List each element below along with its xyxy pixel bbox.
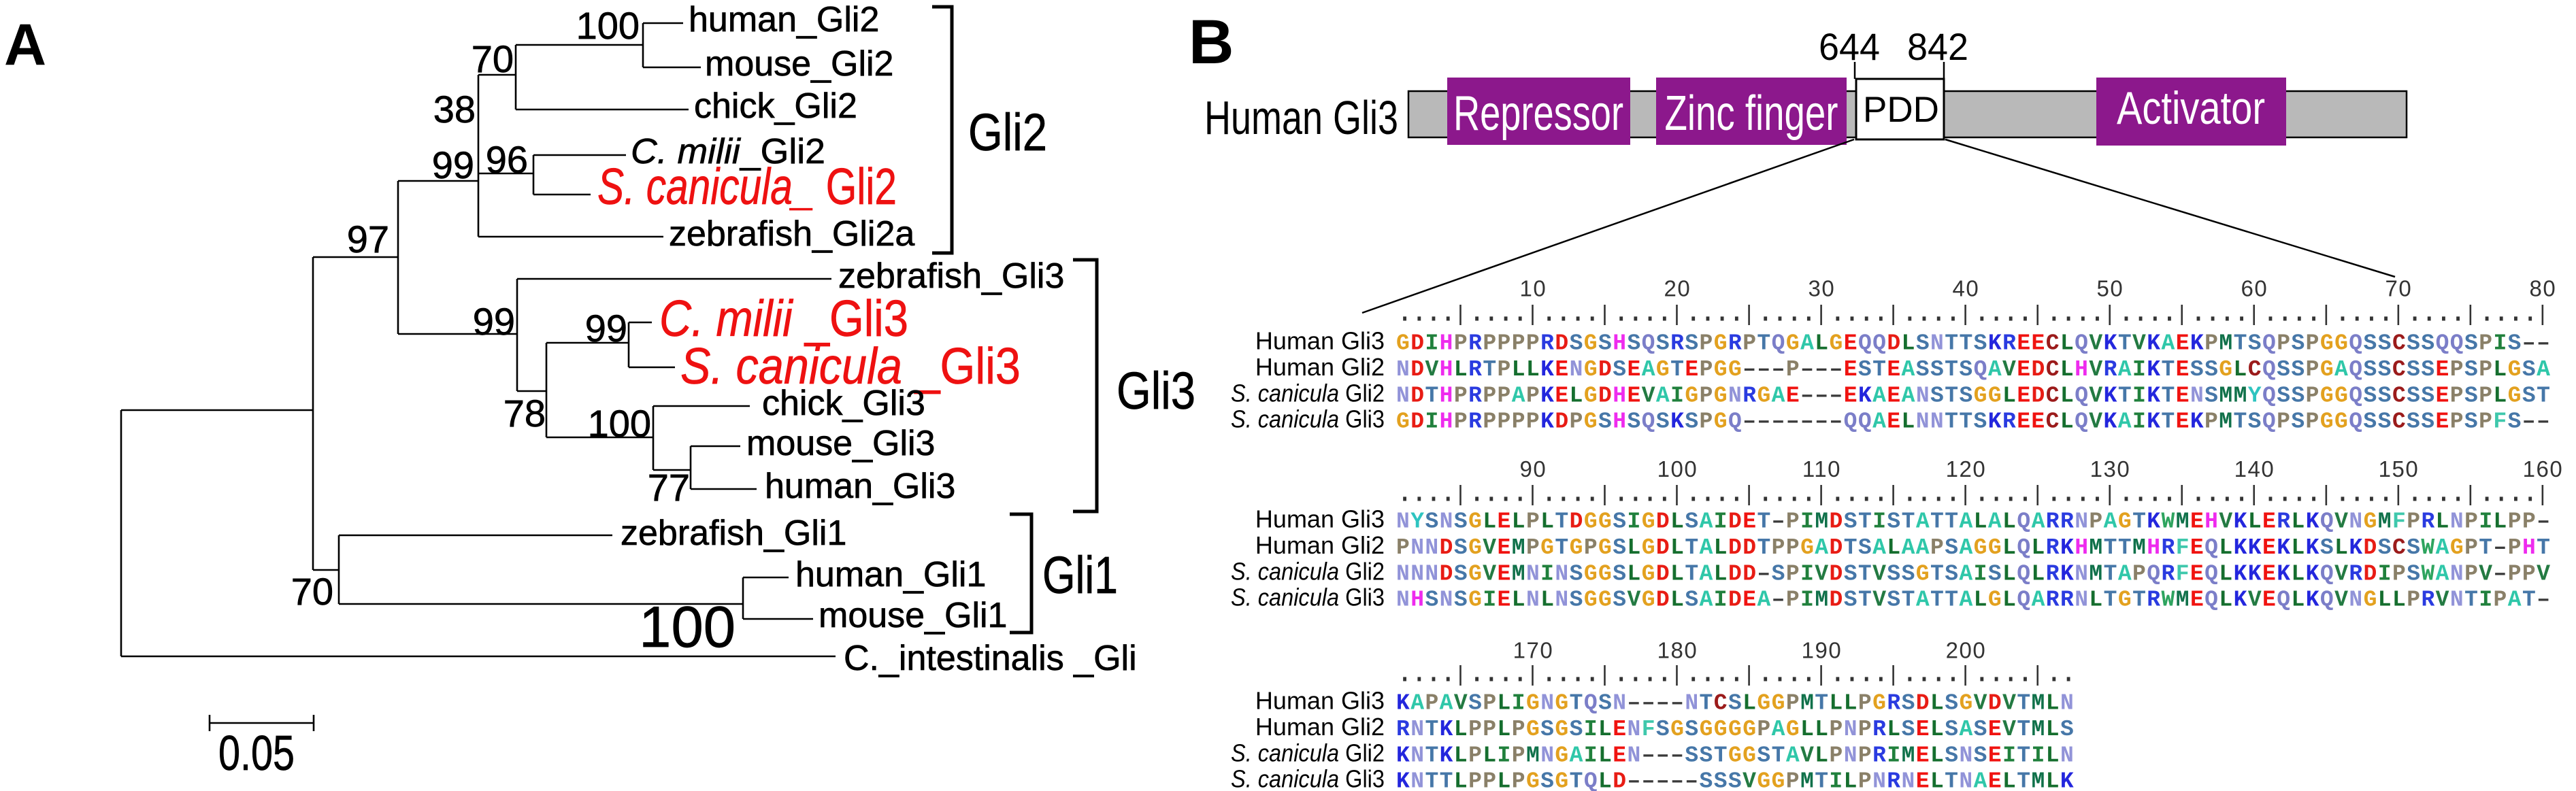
- svg-text:C. milii_Gli2: C. milii_Gli2: [631, 132, 825, 171]
- svg-text:Gli1: Gli1: [1042, 546, 1118, 605]
- svg-text:Human Gli2: Human Gli2: [1255, 531, 1385, 559]
- svg-text:S. canicula Gli2: S. canicula Gli2: [1231, 739, 1385, 767]
- svg-text:99: 99: [585, 307, 627, 350]
- svg-text:mouse_Gli1: mouse_Gli1: [819, 596, 1007, 635]
- svg-text:130: 130: [2090, 456, 2131, 482]
- svg-text:100: 100: [1657, 456, 1698, 482]
- svg-text:70: 70: [2385, 276, 2413, 301]
- svg-text:S. canicula Gli2: S. canicula Gli2: [1231, 557, 1385, 585]
- svg-text:80: 80: [2530, 276, 2557, 301]
- svg-text:NNNDSGVEMNINSGGSLGDLTALDD–SPIV: NNNDSGVEMNINSGGSLGDLTALDD–SPIVDSTVSSGTSA…: [1396, 561, 2551, 586]
- svg-text:Human Gli3: Human Gli3: [1204, 91, 1398, 144]
- svg-text:A: A: [4, 12, 46, 78]
- svg-text:140: 140: [2234, 456, 2275, 482]
- svg-text:Human Gli3: Human Gli3: [1255, 505, 1385, 533]
- svg-text:70: 70: [472, 37, 514, 80]
- svg-text:PDD: PDD: [1863, 90, 1939, 130]
- svg-text:190: 190: [1802, 638, 1843, 663]
- svg-text:20: 20: [1664, 276, 1691, 301]
- svg-text:mouse_Gli3: mouse_Gli3: [746, 424, 935, 463]
- svg-text:chick_Gli2: chick_Gli2: [694, 86, 857, 126]
- svg-text:10: 10: [1520, 276, 1547, 301]
- svg-text:NHSNSGIELNLNSGGSVGDLSAIDEA–PIM: NHSNSGIELNLNSGGSVGDLSAIDEA–PIMDSTVSTATTA…: [1396, 588, 2551, 613]
- svg-text:KNTKLPLIPMNGAILEN–––SSTGGSTAVL: KNTKLPLIPMNGAILEN–––SSTGGSTAVLPNPRIMELSN…: [1396, 743, 2075, 768]
- svg-text:60: 60: [2241, 276, 2268, 301]
- svg-text:Gli2: Gli2: [968, 103, 1047, 162]
- svg-text:RNTKLPPLPGSGSILENFSGSGGGGPAGLL: RNTKLPPLPGSGSILENFSGSGGGGPAGLLPNPRLSELSA…: [1396, 717, 2075, 742]
- svg-text:KAPAVSPLIGNGTQSN––––NTCSLGGPMT: KAPAVSPLIGNGTQSN––––NTCSLGGPMTLLPGRSDLSG…: [1396, 691, 2075, 716]
- svg-text:Human Gli3: Human Gli3: [1255, 327, 1385, 355]
- svg-text:chick_Gli3: chick_Gli3: [762, 384, 925, 423]
- svg-text:S. canicula_ Gli2: S. canicula_ Gli2: [597, 158, 897, 215]
- svg-text:110: 110: [1802, 456, 1841, 482]
- svg-text:S. canicula Gli3: S. canicula Gli3: [1231, 765, 1385, 791]
- svg-text:human_Gli1: human_Gli1: [795, 555, 986, 594]
- svg-text:38: 38: [433, 88, 476, 131]
- svg-text:180: 180: [1657, 638, 1698, 663]
- svg-text:zebrafish_Gli2a: zebrafish_Gli2a: [669, 214, 914, 254]
- svg-text:S. canicula Gli3: S. canicula Gli3: [1231, 584, 1385, 611]
- svg-text:100: 100: [576, 4, 640, 47]
- svg-text:zebrafish_Gli1: zebrafish_Gli1: [621, 514, 846, 553]
- svg-text:....|....|....|....|....|....|: ....|....|....|....|....|....|....|....|…: [1396, 658, 2075, 690]
- svg-text:S. canicula Gli3: S. canicula Gli3: [1231, 405, 1385, 433]
- svg-text:human_Gli2: human_Gli2: [689, 0, 879, 39]
- svg-text:160: 160: [2523, 456, 2564, 482]
- svg-text:KNTTLPPLPGSGTQLD–––––SSSVGGPMT: KNTTLPPLPGSGTQLD–––––SSSVGGPMTILPNRNELTN…: [1396, 769, 2075, 791]
- svg-text:644: 644: [1819, 25, 1880, 68]
- svg-text:97: 97: [347, 218, 389, 260]
- svg-text:S. canicula Gli2: S. canicula Gli2: [1231, 379, 1385, 407]
- svg-text:GDIHPRPPPPKDPGSHSQSKSPGQ––––––: GDIHPRPPPPKDPGSHSQSKSPGQ–––––––QQAELNNTT…: [1396, 409, 2551, 435]
- svg-text:96: 96: [486, 138, 528, 181]
- svg-text:S. canicula _Gli3: S. canicula _Gli3: [680, 337, 1021, 394]
- svg-text:NDVHLRTPLLKENGDSEAGTEPGG–––P––: NDVHLRTPLLKENGDSEAGTEPGG–––P–––ESTEASSTS…: [1396, 357, 2551, 382]
- svg-text:70: 70: [291, 570, 333, 613]
- svg-text:100: 100: [639, 595, 736, 660]
- svg-text:100: 100: [588, 402, 651, 445]
- svg-text:120: 120: [1946, 456, 1987, 482]
- svg-text:zebrafish_Gli3: zebrafish_Gli3: [838, 256, 1064, 296]
- svg-text:78: 78: [503, 392, 546, 435]
- svg-text:170: 170: [1513, 638, 1554, 663]
- svg-text:B: B: [1189, 7, 1234, 77]
- svg-text:Human Gli3: Human Gli3: [1255, 687, 1385, 715]
- svg-text:mouse_Gli2: mouse_Gli2: [705, 44, 893, 84]
- svg-text:842: 842: [1907, 25, 1968, 68]
- svg-text:Activator: Activator: [2117, 82, 2265, 134]
- svg-text:Human Gli2: Human Gli2: [1255, 353, 1385, 381]
- svg-text:30: 30: [1809, 276, 1836, 301]
- svg-text:90: 90: [1520, 456, 1547, 482]
- svg-text:NYSNSGLELPLTDGGSIGDLSAIDET–PIM: NYSNSGLELPLTDGGSIGDLSAIDET–PIMDSTISTATTA…: [1396, 509, 2551, 535]
- svg-text:....|....|....|....|....|....|: ....|....|....|....|....|....|....|....|…: [1396, 477, 2551, 510]
- svg-text:Human Gli2: Human Gli2: [1255, 713, 1385, 741]
- svg-text:77: 77: [648, 466, 690, 509]
- svg-text:200: 200: [1946, 638, 1987, 663]
- svg-text:C._intestinalis _Gli: C._intestinalis _Gli: [844, 639, 1137, 678]
- svg-text:....|....|....|....|....|....|: ....|....|....|....|....|....|....|....|…: [1396, 297, 2551, 330]
- svg-text:99: 99: [432, 144, 474, 186]
- svg-text:Repressor: Repressor: [1453, 86, 1623, 141]
- svg-text:40: 40: [1953, 276, 1980, 301]
- svg-text:150: 150: [2379, 456, 2420, 482]
- svg-text:NDTHPRPPAPKELGDHEVAIGPGNRGAE––: NDTHPRPPAPKELGDHEVAIGPGNRGAE–––EKAEANSTS…: [1396, 383, 2551, 408]
- svg-text:PNNDSGVEMPGTGPGSLGDLTALDDTPPGA: PNNDSGVEMPGTGPGSLGDLTALDDTPPGADTSALAAPSA…: [1396, 535, 2551, 560]
- svg-text:C. milii _Gli3: C. milii _Gli3: [659, 290, 908, 347]
- svg-text:Zinc finger: Zinc finger: [1665, 86, 1838, 141]
- svg-text:0.05: 0.05: [218, 726, 295, 781]
- svg-text:Gli3: Gli3: [1117, 362, 1195, 420]
- svg-text:99: 99: [473, 300, 515, 343]
- svg-text:GDIHPRPPPPRDSGSHSQSRSPGRPTQGAL: GDIHPRPPPPRDSGSHSQSRSPGRPTQGALGEQQDLSNTT…: [1396, 331, 2551, 356]
- svg-text:human_Gli3: human_Gli3: [765, 467, 955, 506]
- svg-text:50: 50: [2097, 276, 2124, 301]
